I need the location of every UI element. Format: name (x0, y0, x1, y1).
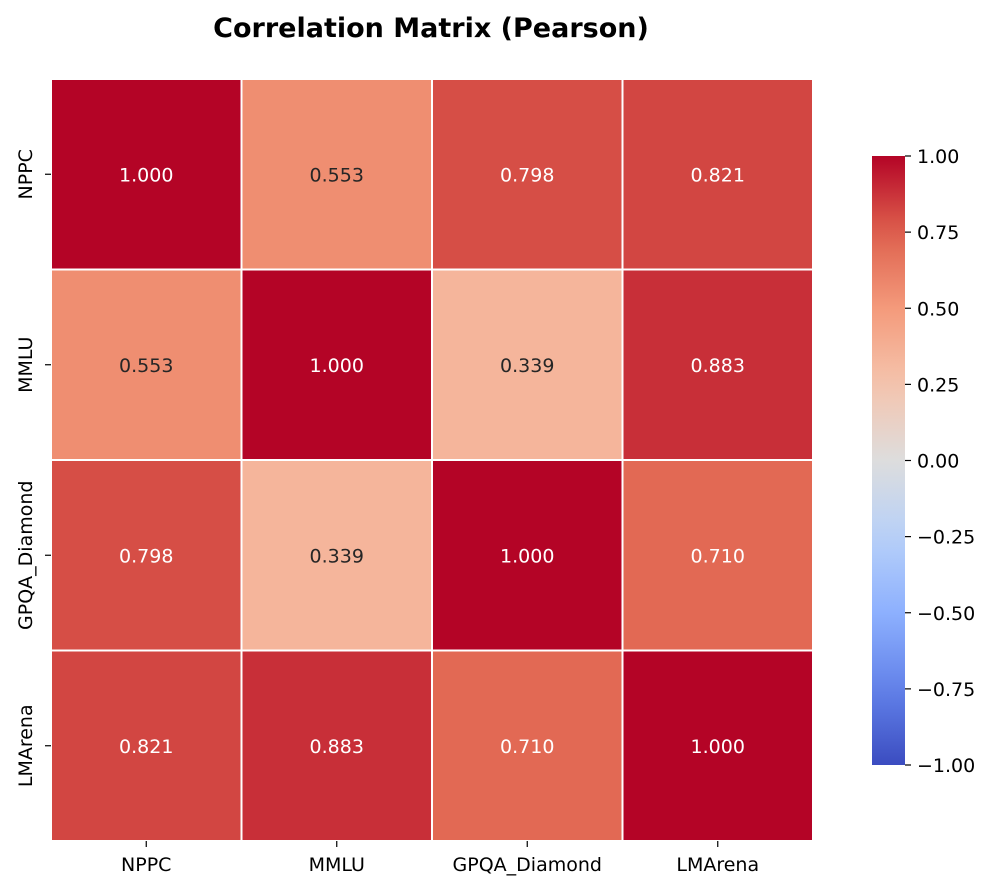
colorbar-tick-label: 0.00 (917, 451, 959, 473)
cell-value-label: 0.710 (500, 736, 554, 758)
x-tick-label: LMArena (676, 854, 759, 876)
cell-value-label: 0.553 (119, 355, 173, 377)
cell-value-label: 1.000 (310, 355, 364, 377)
heatmap-cell-1-3 (621, 268, 814, 461)
heatmap-cell-2-1 (240, 459, 433, 652)
heatmap-cell-0-2 (431, 78, 624, 271)
y-axis: NPPC MMLU GPQA_Diamond LMArena (15, 149, 51, 787)
cell-value-label: 0.553 (310, 164, 364, 186)
cell-value-label: 1.000 (500, 545, 554, 567)
heatmap-cell-3-2 (431, 649, 624, 842)
cell-value-label: 0.339 (500, 355, 554, 377)
colorbar-tick-label: 0.75 (917, 222, 959, 244)
heatmap-grid: 1.000 0.553 0.798 0.821 0.553 1.000 0.339 0.883… (50, 78, 814, 842)
x-tick-label: MMLU (309, 854, 365, 876)
cell-value-label: 0.821 (119, 736, 173, 758)
heatmap-cell-3-0 (50, 649, 243, 842)
cell-value-label: 1.000 (119, 164, 173, 186)
x-tick-label: GPQA_Diamond (453, 854, 602, 876)
heatmap-cell-2-3 (621, 459, 814, 652)
heatmap-cell-0-3 (621, 78, 814, 271)
colorbar-tick-label: −0.50 (917, 603, 975, 625)
cell-value-label: 0.710 (691, 545, 745, 567)
y-tick-label: GPQA_Diamond (15, 481, 37, 630)
colorbar-scale (872, 156, 905, 765)
cell-value-label: 0.339 (310, 545, 364, 567)
heatmap-cell-1-0 (50, 268, 243, 461)
colorbar: 1.00 0.75 0.50 0.25 0.00 −0.25 −0.50 −0.75 −1.00 (872, 146, 975, 777)
cell-value-label: 0.883 (310, 736, 364, 758)
x-axis: NPPC MMLU GPQA_Diamond LMArena (121, 841, 759, 876)
colorbar-tick-label: 0.50 (917, 298, 959, 320)
cell-value-label: 0.821 (691, 164, 745, 186)
y-tick-label: MMLU (15, 337, 37, 393)
y-tick-label: NPPC (15, 149, 37, 199)
heatmap-cell-0-0 (50, 78, 243, 271)
heatmap-cell-3-1 (240, 649, 433, 842)
colorbar-tick-label: −0.25 (917, 527, 975, 549)
chart-title: Correlation Matrix (Pearson) (213, 13, 649, 44)
colorbar-tick-label: 0.25 (917, 374, 959, 396)
y-tick-label: LMArena (15, 704, 37, 787)
cell-value-label: 0.798 (500, 164, 554, 186)
heatmap-cell-0-1 (240, 78, 433, 271)
x-tick-label: NPPC (121, 854, 171, 876)
heatmap-cell-1-1 (240, 268, 433, 461)
cell-value-label: 1.000 (691, 736, 745, 758)
heatmap-cell-3-3 (621, 649, 814, 842)
colorbar-tick-label: −0.75 (917, 679, 975, 701)
colorbar-tick-label: 1.00 (917, 146, 959, 168)
cell-value-label: 0.883 (691, 355, 745, 377)
colorbar-tick-label: −1.00 (917, 755, 975, 777)
cell-value-label: 0.798 (119, 545, 173, 567)
